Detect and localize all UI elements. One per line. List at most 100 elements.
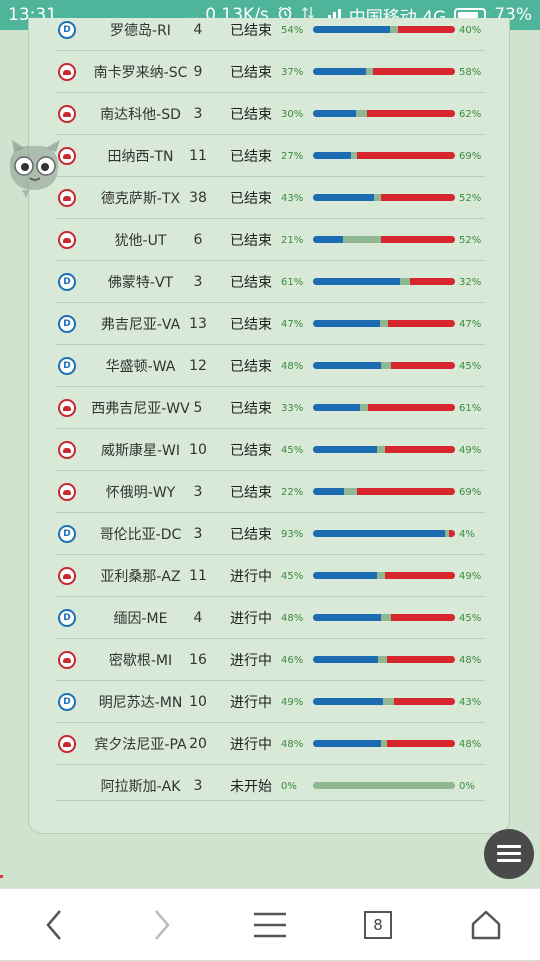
electoral-votes: 3 [193,778,203,794]
state-row[interactable]: 密歇根-MI 16 进行中 46% 48% [55,639,485,681]
vote-share-bar [313,152,455,159]
back-button[interactable] [14,889,94,961]
democrat-icon [58,357,76,375]
state-name: 佛蒙特-VT [107,275,174,291]
dem-share-fill [313,698,383,705]
floating-menu-button[interactable] [484,829,534,879]
electoral-votes: 11 [189,568,207,584]
electoral-votes: 9 [193,64,203,80]
state-name: 德克萨斯-TX [100,191,181,207]
rep-share-fill [393,698,455,705]
electoral-votes: 38 [189,190,207,206]
electoral-votes: 3 [193,526,203,542]
dem-share-fill [313,614,382,621]
state-row[interactable]: 宾夕法尼亚-PA 20 进行中 48% 48% [55,723,485,765]
rep-percent: 61% [459,402,482,414]
count-status: 已结束 [230,275,272,291]
dem-percent: 30% [281,108,304,120]
other-share-fill [378,656,387,663]
rep-percent: 62% [459,108,482,120]
other-share-fill [376,446,386,453]
other-share-fill [376,572,386,579]
state-row[interactable]: 南达科他-SD 3 已结束 30% 62% [55,93,485,135]
menu-button[interactable] [230,889,310,961]
data-arrows-icon [301,5,315,26]
state-row[interactable]: 怀俄明-WY 3 已结束 22% 69% [55,471,485,513]
state-row[interactable]: 田纳西-TN 11 已结束 27% 69% [55,135,485,177]
dem-percent: 46% [281,654,304,666]
dem-share-fill [313,362,382,369]
hamburger-menu-icon [497,845,521,848]
count-status: 已结束 [230,401,272,417]
mascot-cat-icon[interactable] [0,138,72,200]
count-status: 未开始 [230,779,272,795]
hamburger-line [497,852,521,855]
republican-elephant-icon [58,105,76,123]
count-status: 已结束 [230,359,272,375]
republican-elephant-icon [58,147,76,165]
state-row[interactable]: 明尼苏达-MN 10 进行中 49% 43% [55,681,485,723]
state-row[interactable]: 威斯康星-WI 10 已结束 45% 49% [55,429,485,471]
other-share-fill [389,26,399,33]
republican-elephant-icon [58,231,76,249]
state-row[interactable]: 南卡罗来纳-SC 9 已结束 37% 58% [55,51,485,93]
state-name: 犹他-UT [114,233,167,249]
home-button[interactable] [446,889,526,961]
tabs-button[interactable]: 8 [338,889,418,961]
state-name: 明尼苏达-MN [98,695,183,711]
vote-share-bar [313,68,455,75]
electoral-votes: 3 [193,106,203,122]
rep-share-fill [386,656,455,663]
state-name: 田纳西-TN [107,149,174,165]
republican-elephant-icon [58,567,76,585]
tabs-icon: 8 [364,911,392,939]
state-row[interactable]: 哥伦比亚-DC 3 已结束 93% 4% [55,513,485,555]
republican-elephant-icon [58,483,76,501]
count-status: 已结束 [230,233,272,249]
electoral-votes: 10 [189,694,207,710]
rep-share-fill [449,530,455,537]
dem-share-fill [313,446,377,453]
rep-percent: 47% [459,318,482,330]
electoral-votes: 4 [193,22,203,38]
electoral-votes: 11 [189,148,207,164]
other-share-fill [381,362,392,369]
republican-elephant-icon [58,399,76,417]
other-share-fill [382,698,394,705]
state-row[interactable]: 犹他-UT 6 已结束 21% 52% [55,219,485,261]
rep-share-fill [388,320,455,327]
state-row[interactable]: 罗德岛-RI 4 已结束 54% 40% [55,9,485,51]
state-row[interactable]: 西弗吉尼亚-WV 5 已结束 33% 61% [55,387,485,429]
state-row[interactable]: 缅因-ME 4 进行中 48% 45% [55,597,485,639]
state-name: 宾夕法尼亚-PA [94,737,187,753]
electoral-votes: 6 [193,232,203,248]
state-row[interactable]: 亚利桑那-AZ 11 进行中 45% 49% [55,555,485,597]
dem-percent: 48% [281,738,304,750]
dem-percent: 33% [281,402,304,414]
dem-share-fill [313,26,390,33]
state-row[interactable]: 佛蒙特-VT 3 已结束 61% 32% [55,261,485,303]
rep-percent: 0% [459,780,475,792]
rep-percent: 48% [459,654,482,666]
count-status: 已结束 [230,485,272,501]
other-share-fill [381,740,387,747]
state-row[interactable]: 德克萨斯-TX 38 已结束 43% 52% [55,177,485,219]
count-status: 进行中 [230,737,272,753]
state-name: 怀俄明-WY [105,485,176,501]
dem-percent: 22% [281,486,304,498]
democrat-icon [58,21,76,39]
dem-percent: 93% [281,528,304,540]
rep-share-fill [398,26,455,33]
democrat-icon [58,315,76,333]
state-row[interactable]: 华盛顿-WA 12 已结束 48% 45% [55,345,485,387]
rep-share-fill [381,194,455,201]
rep-percent: 48% [459,738,482,750]
other-share-fill [381,614,392,621]
democrat-icon [58,273,76,291]
state-row[interactable]: 弗吉尼亚-VA 13 已结束 47% 47% [55,303,485,345]
state-results-table: 罗德岛-RI4已结束54%40%南卡罗来纳-SC9已结束37%58%南达科他-S… [55,9,485,801]
state-row[interactable]: 阿拉斯加-AK 3 未开始 0% 0% [55,765,485,801]
rep-percent: 58% [459,66,482,78]
forward-button[interactable] [122,889,202,961]
democrat-icon [58,693,76,711]
